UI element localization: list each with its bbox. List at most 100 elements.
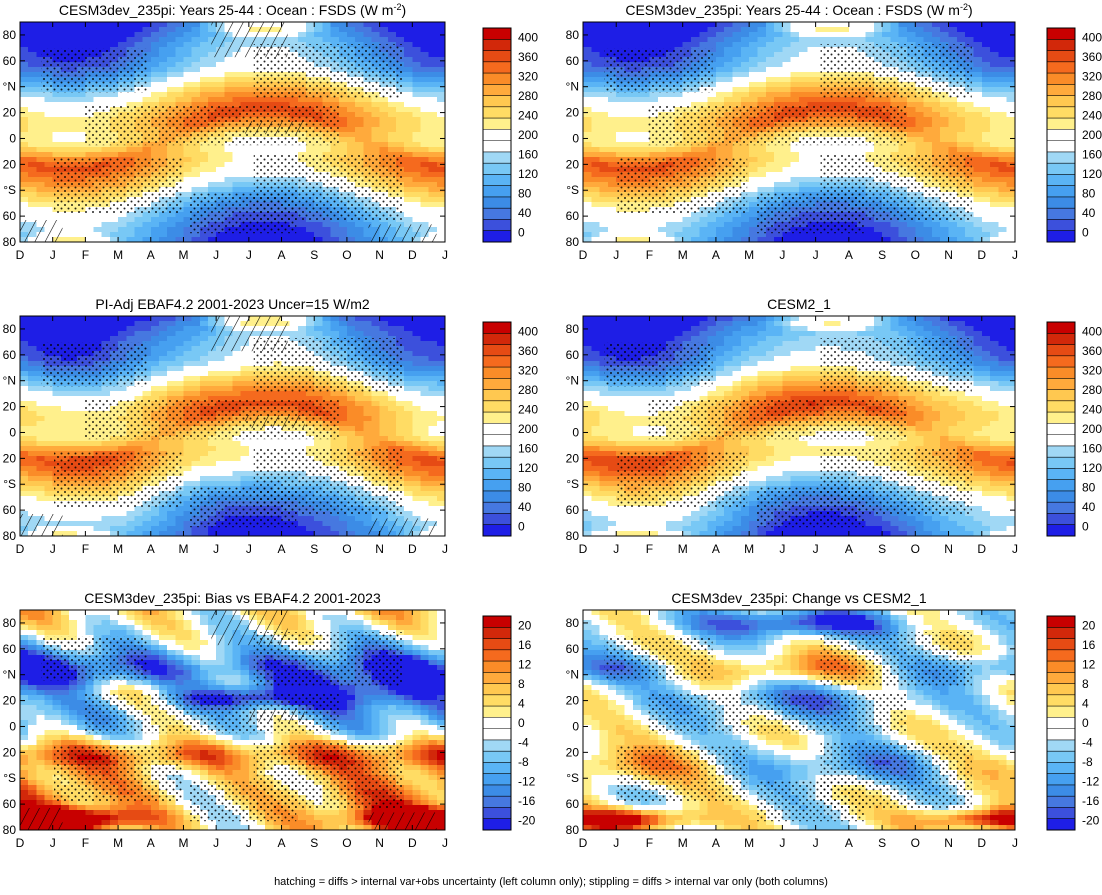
field-cell bbox=[882, 32, 891, 38]
field-cell bbox=[857, 147, 867, 153]
field-cell bbox=[150, 47, 160, 53]
field-cell bbox=[757, 82, 767, 88]
field-cell bbox=[93, 152, 103, 158]
field-cell bbox=[412, 97, 422, 103]
field-cell bbox=[990, 77, 999, 83]
field-cell bbox=[216, 147, 225, 153]
field-cell bbox=[207, 87, 217, 93]
field-cell bbox=[990, 67, 999, 73]
field-cell bbox=[583, 227, 592, 233]
field-cell bbox=[355, 107, 364, 113]
field-cell bbox=[118, 316, 127, 322]
field-cell bbox=[175, 37, 185, 43]
field-cell bbox=[363, 331, 373, 337]
field-cell bbox=[940, 27, 950, 33]
field-cell bbox=[774, 82, 783, 88]
field-cell bbox=[207, 72, 217, 78]
field-cell bbox=[36, 27, 46, 33]
field-cell bbox=[707, 212, 717, 218]
field-cell bbox=[346, 222, 356, 228]
field-cell bbox=[898, 102, 908, 108]
field-cell bbox=[998, 67, 1008, 73]
field-cell bbox=[765, 147, 775, 153]
field-cell bbox=[616, 227, 626, 233]
field-cell bbox=[297, 227, 307, 233]
field-cell bbox=[371, 127, 381, 133]
field-cell bbox=[240, 57, 250, 63]
field-cell bbox=[36, 32, 46, 38]
field-cell bbox=[790, 147, 800, 153]
field-cell bbox=[273, 97, 283, 103]
field-cell bbox=[973, 22, 983, 28]
field-cell bbox=[591, 52, 601, 58]
field-cell bbox=[757, 27, 767, 33]
field-cell bbox=[691, 32, 700, 38]
field-cell bbox=[749, 202, 759, 208]
field-cell bbox=[216, 97, 225, 103]
field-cell bbox=[624, 137, 634, 143]
field-cell bbox=[782, 157, 792, 163]
field-cell bbox=[183, 152, 193, 158]
field-cell bbox=[990, 152, 999, 158]
field-cell bbox=[724, 97, 734, 103]
field-cell bbox=[740, 47, 750, 53]
field-cell bbox=[36, 137, 46, 143]
field-cell bbox=[297, 232, 307, 238]
field-cell bbox=[616, 107, 626, 113]
field-cell bbox=[765, 172, 775, 178]
field-cell bbox=[306, 102, 315, 108]
y-tick-label: 60 bbox=[3, 54, 17, 68]
field-cell bbox=[973, 217, 983, 223]
field-cell bbox=[599, 122, 609, 128]
field-cell bbox=[150, 37, 160, 43]
field-cell bbox=[765, 102, 775, 108]
field-cell bbox=[232, 102, 242, 108]
field-cell bbox=[956, 32, 966, 38]
field-cell bbox=[848, 27, 858, 33]
field-cell bbox=[749, 92, 759, 98]
field-cell bbox=[355, 232, 364, 238]
field-cell bbox=[77, 222, 86, 228]
field-cell bbox=[724, 232, 734, 238]
field-cell bbox=[20, 122, 29, 128]
field-cell bbox=[782, 177, 792, 183]
field-cell bbox=[20, 112, 29, 118]
field-cell bbox=[150, 97, 160, 103]
field-cell bbox=[915, 132, 925, 138]
field-cell bbox=[183, 82, 193, 88]
field-cell bbox=[923, 107, 933, 113]
field-cell bbox=[624, 42, 634, 48]
field-cell bbox=[436, 22, 446, 28]
field-cell bbox=[175, 62, 185, 68]
field-cell bbox=[363, 27, 373, 33]
field-cell bbox=[599, 102, 609, 108]
field-cell bbox=[948, 97, 958, 103]
field-cell bbox=[158, 47, 168, 53]
colorbar-label: 40 bbox=[518, 206, 532, 220]
field-cell bbox=[981, 132, 991, 138]
field-cell bbox=[757, 152, 767, 158]
colorbar-swatch bbox=[1047, 219, 1075, 232]
field-cell bbox=[624, 97, 634, 103]
field-cell bbox=[815, 27, 825, 33]
field-cell bbox=[314, 147, 323, 153]
colorbar-swatch bbox=[483, 73, 511, 85]
field-cell bbox=[118, 152, 127, 158]
field-cell bbox=[101, 152, 111, 158]
field-cell bbox=[199, 32, 209, 38]
field-cell bbox=[815, 62, 825, 68]
field-cell bbox=[338, 227, 348, 233]
field-cell bbox=[632, 102, 642, 108]
field-cell bbox=[973, 182, 983, 188]
field-cell bbox=[44, 187, 54, 193]
field-cell bbox=[428, 187, 438, 193]
field-cell bbox=[848, 237, 858, 243]
field-cell bbox=[420, 67, 430, 73]
field-cell bbox=[387, 97, 397, 103]
field-cell bbox=[355, 112, 364, 118]
field-cell bbox=[865, 37, 875, 43]
field-cell bbox=[666, 147, 675, 153]
field-cell bbox=[36, 77, 46, 83]
field-cell bbox=[732, 212, 742, 218]
field-cell bbox=[990, 217, 999, 223]
